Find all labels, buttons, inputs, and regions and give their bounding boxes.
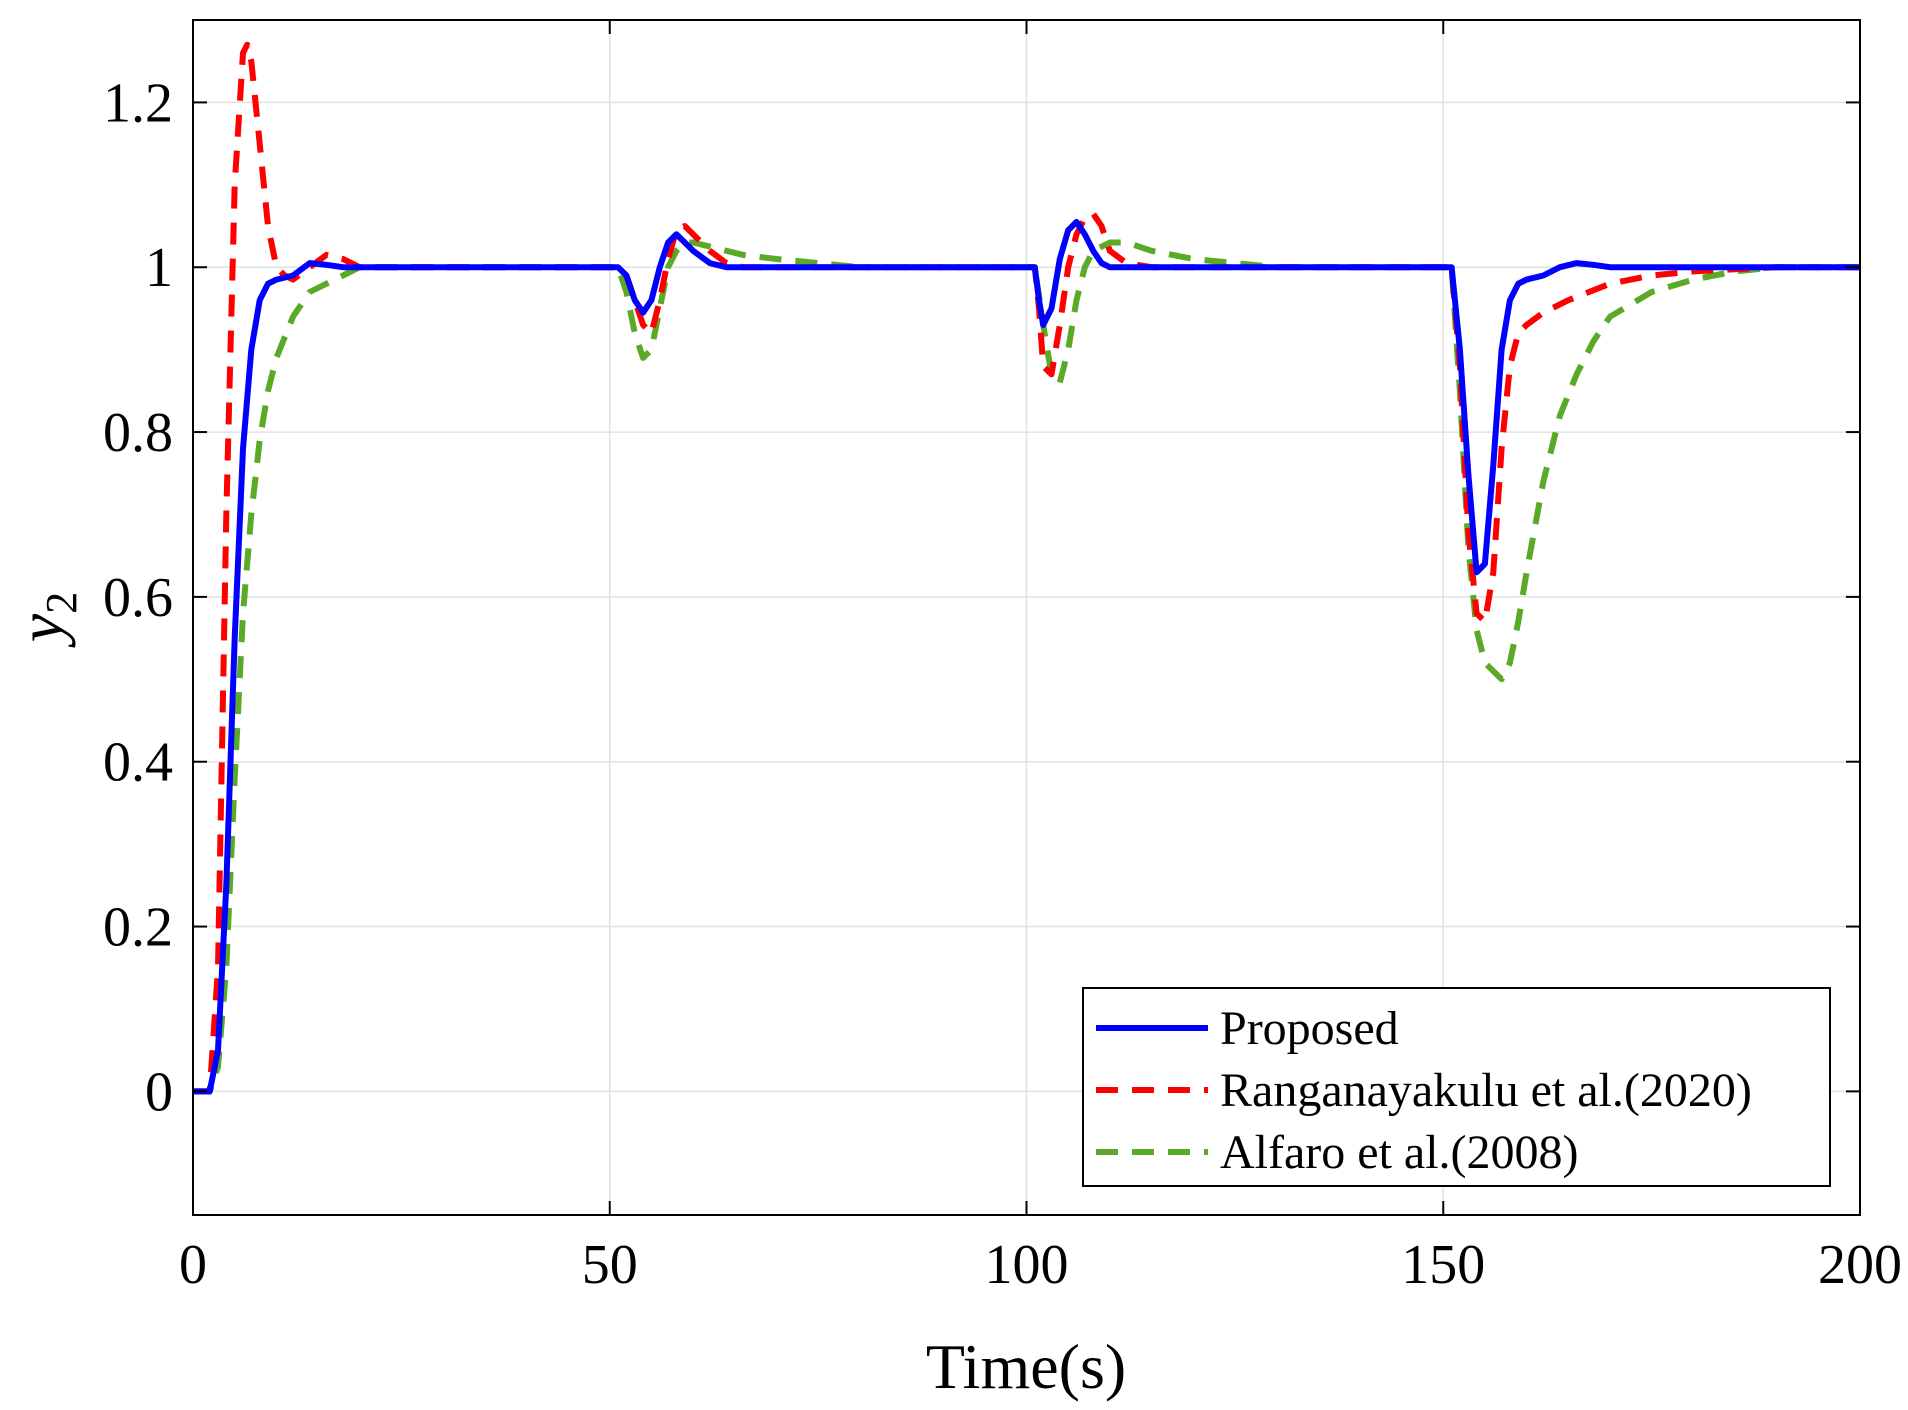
- y-tick-label: 0.4: [103, 732, 173, 794]
- y-axis-title-main: y: [5, 613, 76, 648]
- y-tick-label: 1: [145, 237, 173, 299]
- legend-label: Alfaro et al.(2008): [1220, 1126, 1579, 1179]
- series-line-proposed: [193, 218, 1860, 1095]
- x-tick-label: 50: [582, 1234, 638, 1296]
- x-tick-label: 200: [1818, 1234, 1902, 1296]
- legend: Proposed Ranganayakulu et al.(2020) Alfaro…: [1082, 987, 1831, 1187]
- y-tick-label: 0.6: [103, 567, 173, 629]
- legend-label: Proposed: [1220, 1002, 1399, 1055]
- legend-label: Ranganayakulu et al.(2020): [1220, 1064, 1752, 1117]
- y-tick-label: 0.2: [103, 897, 173, 959]
- ticks: [192, 20, 1861, 1215]
- x-tick-label: 150: [1401, 1234, 1485, 1296]
- series-layer: [193, 41, 1860, 1095]
- x-tick-label: 100: [985, 1234, 1069, 1296]
- x-axis-title: Time(s): [926, 1331, 1126, 1402]
- x-tick-label: 0: [179, 1234, 207, 1296]
- y-tick-label: 1.2: [103, 72, 173, 134]
- y-axis-title: y2: [5, 592, 86, 648]
- y-tick-label: 0.8: [103, 402, 173, 464]
- y-axis-title-subscript: 2: [37, 592, 86, 614]
- y-tick-label: 0: [145, 1061, 173, 1123]
- tick-labels: 0 50 100 150 200 0 0.2 0.4 0.6 0.8 1 1.2: [103, 72, 1902, 1296]
